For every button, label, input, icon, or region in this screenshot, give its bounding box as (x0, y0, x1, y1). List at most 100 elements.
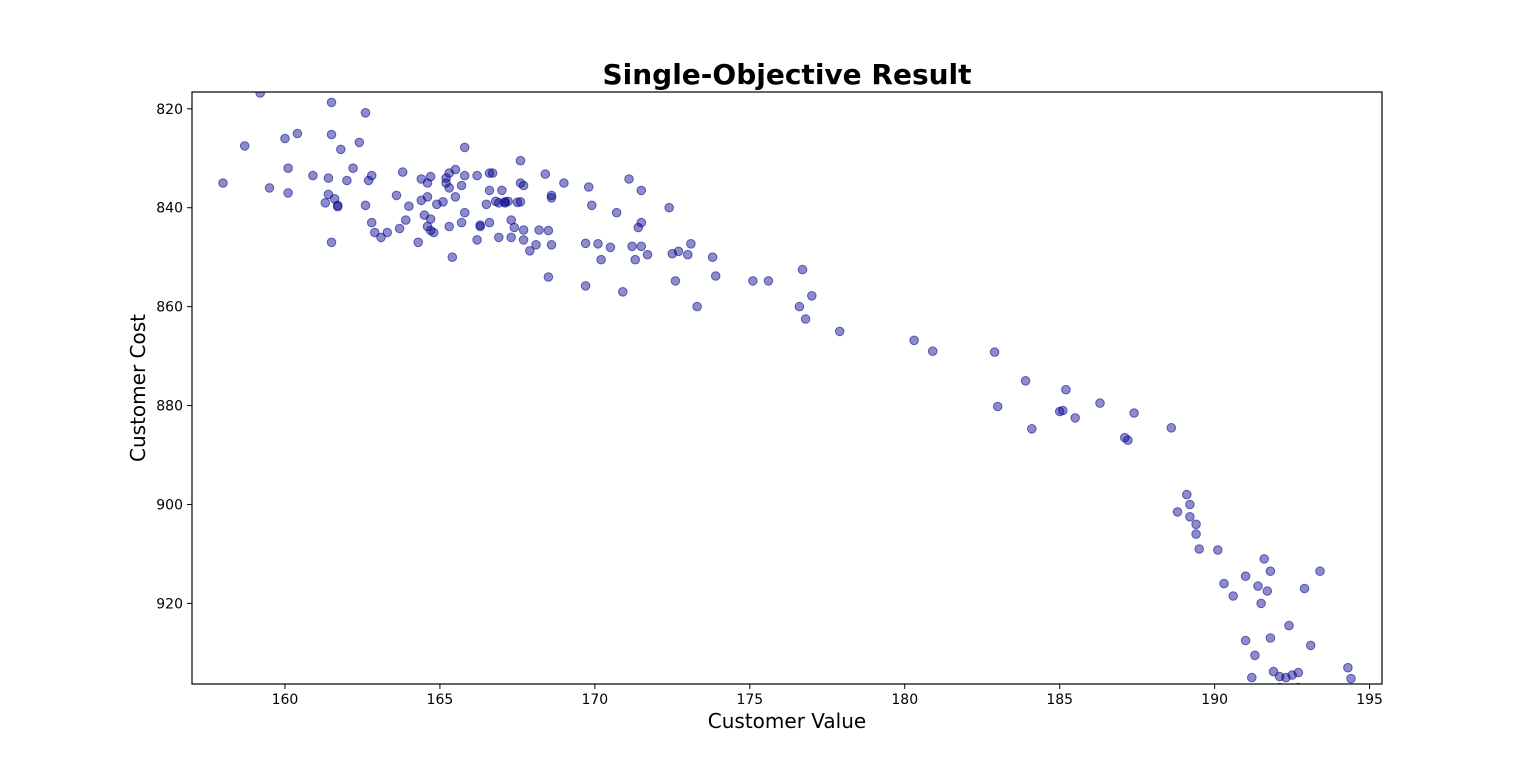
data-point (794, 301, 805, 312)
data-point (1322, 687, 1331, 696)
data-point (515, 155, 526, 166)
y-tick-label: 860 (156, 300, 183, 316)
data-point (540, 169, 551, 179)
data-point (642, 249, 653, 260)
x-tick-label: 160 (272, 692, 299, 708)
data-point (391, 190, 402, 201)
data-point (1194, 544, 1204, 554)
data-point (636, 241, 647, 252)
data-point (472, 235, 482, 245)
data-point (509, 222, 520, 233)
x-tick-label: 165 (427, 692, 454, 708)
data-point (580, 238, 591, 249)
data-point (1172, 507, 1183, 517)
data-point (927, 346, 938, 357)
data-point (1253, 581, 1263, 591)
data-point (559, 178, 569, 188)
data-point (664, 202, 675, 213)
data-point (332, 201, 343, 212)
data-point (992, 401, 1003, 412)
y-tick-label: 880 (156, 399, 183, 415)
data-point (525, 246, 535, 256)
data-point (627, 241, 637, 252)
data-point (425, 171, 436, 182)
data-point (447, 252, 458, 263)
data-point (308, 170, 318, 181)
data-point (763, 276, 774, 286)
data-point (1166, 423, 1177, 433)
plot-area-frame (191, 91, 1383, 685)
data-point (1020, 376, 1031, 386)
data-point (989, 347, 1000, 357)
data-point (583, 182, 594, 192)
data-point (360, 200, 371, 211)
data-point (670, 276, 681, 286)
data-point (503, 196, 513, 207)
data-point (1191, 529, 1201, 539)
data-point (1240, 571, 1251, 582)
data-point (348, 163, 358, 173)
x-tick-label: 185 (1046, 692, 1073, 708)
data-point (686, 239, 696, 249)
data-point (1315, 566, 1325, 577)
data-point (450, 192, 461, 202)
data-point (413, 237, 424, 248)
data-point (543, 225, 554, 236)
y-tick-label: 920 (156, 596, 183, 612)
y-tick-label: 820 (156, 102, 183, 118)
data-point (1299, 583, 1310, 594)
data-point (354, 137, 365, 148)
data-point (546, 193, 557, 203)
data-point (441, 178, 451, 188)
data-point (1293, 667, 1304, 678)
x-tick-label: 190 (1201, 692, 1228, 708)
data-point (512, 197, 523, 208)
data-point (456, 180, 467, 191)
data-point (1343, 662, 1353, 673)
x-axis-ticks: 160 165 170 175 180 185 190 195 (272, 684, 1383, 708)
data-point (494, 232, 504, 243)
data-point (518, 235, 529, 245)
data-point (484, 217, 495, 228)
data-point (472, 170, 482, 181)
data-points (218, 92, 1356, 697)
data-point (370, 227, 380, 238)
data-point (376, 232, 386, 243)
data-point (1027, 424, 1037, 434)
data-point (1058, 405, 1068, 416)
data-point (444, 183, 455, 193)
data-point (459, 142, 470, 153)
data-point (636, 185, 647, 196)
data-point (444, 221, 455, 232)
data-point (450, 164, 461, 175)
data-point (360, 108, 371, 118)
x-tick-label: 195 (1356, 692, 1383, 708)
data-point (797, 264, 808, 275)
data-point (320, 198, 331, 208)
data-point (618, 287, 628, 297)
data-point (834, 326, 845, 337)
data-point (1228, 591, 1238, 601)
data-point (1288, 688, 1297, 697)
data-point (1284, 620, 1294, 631)
data-point (1268, 666, 1279, 677)
y-tick-label: 900 (156, 497, 183, 513)
data-point (500, 197, 510, 207)
data-point (326, 97, 337, 108)
data-point (394, 223, 405, 234)
x-axis-label: Customer Value (708, 709, 866, 733)
data-point (456, 217, 467, 228)
y-axis-ticks: 820 840 860 880 900 920 (156, 102, 192, 612)
data-point (543, 272, 554, 282)
data-point (1305, 640, 1316, 651)
data-point (534, 225, 544, 235)
data-point (633, 222, 644, 233)
data-point (1240, 635, 1251, 646)
data-point (800, 314, 811, 324)
data-point (1185, 512, 1195, 522)
data-point (475, 221, 486, 232)
data-point (382, 227, 393, 238)
data-point (264, 183, 275, 193)
data-point (531, 240, 541, 250)
